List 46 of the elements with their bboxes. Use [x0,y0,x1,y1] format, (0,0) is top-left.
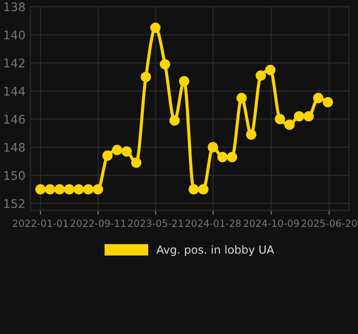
point [322,97,334,108]
y-tick-label: 142 [4,58,24,68]
point [284,120,295,130]
point [265,64,276,76]
point [150,22,161,33]
point [226,152,238,162]
point [188,184,199,195]
point [208,142,218,152]
y-tick-label: 146 [4,114,25,124]
point [256,70,266,81]
x-tick-label: 2022-09-11 [70,220,126,227]
y-tick-label: 152 [4,199,24,208]
point [313,92,324,104]
point [44,184,56,195]
point [92,184,104,195]
point [246,129,256,140]
y-tick-label: 144 [4,86,25,96]
point [83,184,94,195]
y-tick-label: 148 [4,142,25,152]
point [121,146,132,157]
point [35,184,46,195]
point [198,184,209,195]
point [64,184,74,195]
point [274,114,286,124]
point [236,92,247,104]
point [160,59,170,70]
x-tick-label: 2024-01-28 [186,220,241,227]
y-tick-label: 150 [4,171,25,180]
x-tick-label: 2023-05-21 [128,220,183,227]
point [294,111,304,122]
x-tick-label: 2024-10-09 [244,220,299,227]
point [178,76,190,86]
point [102,150,113,161]
point [140,72,152,82]
point [303,111,314,122]
x-tick-label: 2022-01-01 [12,220,68,227]
point [54,184,65,195]
x-tick-label: 2025-06-20 [302,220,357,227]
point [74,184,84,195]
y-tick-label: 138 [4,2,25,12]
point [169,115,180,126]
point [112,144,122,156]
point [217,152,228,162]
point [131,157,142,168]
y-tick-label: 140 [4,30,25,40]
legend-label: Avg. pos. in lobby UA [156,245,274,256]
